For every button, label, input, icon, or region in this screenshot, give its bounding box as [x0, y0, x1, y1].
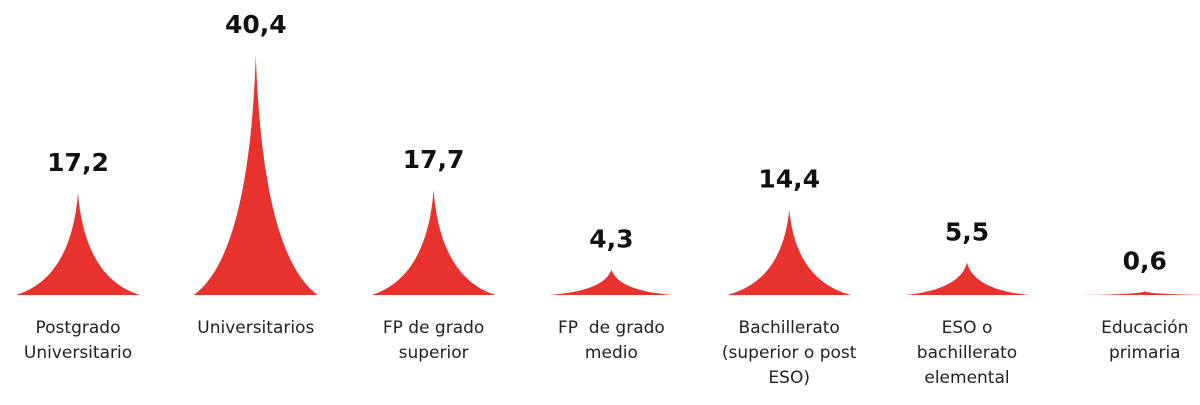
category-label: Postgrado Universitario	[23, 318, 133, 363]
category-label: Universitarios	[197, 318, 315, 338]
value-label: 0,6	[1123, 246, 1167, 275]
spike	[549, 269, 674, 295]
spike	[16, 192, 140, 295]
value-label: 4,3	[589, 224, 633, 253]
category-label: Educación primaria	[1101, 318, 1194, 363]
value-label: 40,4	[225, 10, 287, 39]
category-label: FP de grado superior	[382, 318, 490, 363]
category-label: Bachillerato (superior o post ESO)	[721, 318, 862, 388]
spike	[371, 189, 496, 295]
value-label: 5,5	[945, 217, 989, 246]
category-label: ESO o bachillerato elemental	[916, 318, 1023, 388]
category-label: FP de grado medio	[557, 318, 671, 363]
value-label: 14,4	[758, 164, 820, 193]
spike	[727, 209, 852, 295]
value-label: 17,7	[403, 145, 465, 174]
value-label: 17,2	[47, 148, 109, 177]
spike	[905, 262, 1029, 295]
spike	[1082, 291, 1200, 295]
spike	[193, 55, 318, 295]
